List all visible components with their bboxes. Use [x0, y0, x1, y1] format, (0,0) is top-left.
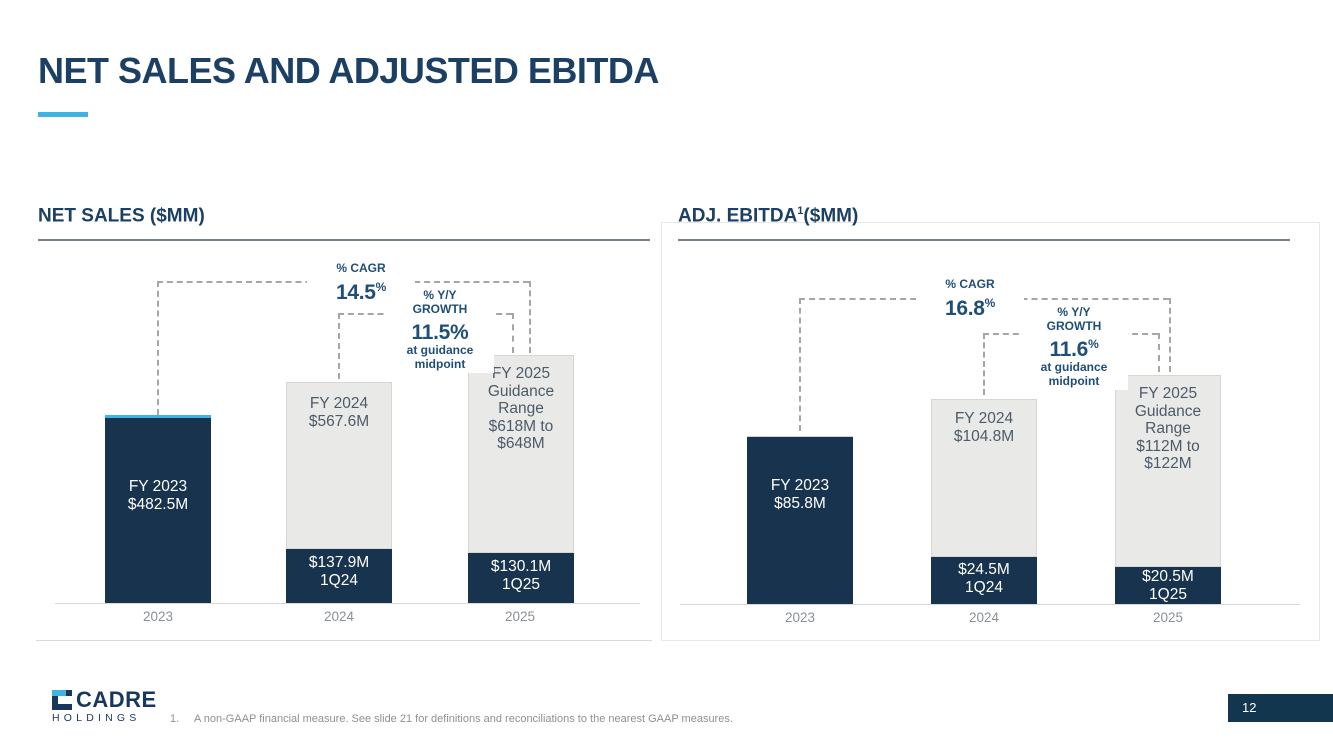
ebitda-yy-number: 11.6: [1049, 338, 1089, 361]
bar-label: 1Q24: [320, 571, 358, 589]
page-number: 12: [1242, 700, 1257, 715]
ebitda-yy-note-2: midpoint: [1048, 373, 1100, 388]
bar-value: $122M: [1144, 455, 1192, 472]
ebitda-yy-note-1: at guidance: [1040, 360, 1108, 374]
net-sales-yy-bracket-right-line: [512, 313, 514, 353]
adj-ebitda-title-unit: ($MM): [803, 205, 859, 227]
net-sales-x-label-2024: 2024: [323, 609, 355, 624]
net-sales-x-label-2025: 2025: [504, 609, 536, 624]
cadre-logo-text: CADRE: [76, 687, 157, 712]
adj-ebitda-panel: [661, 222, 1320, 641]
net-sales-title-unit: ($MM): [144, 205, 205, 227]
bar-label: Range: [1145, 420, 1191, 437]
page-number-box: 12: [1228, 694, 1333, 722]
ebitda-bar-2024-q1: $24.5M 1Q24: [931, 557, 1037, 604]
ebitda-cagr-annotation: % CAGR 16.8%: [916, 276, 1024, 322]
ebitda-cagr-value: 16.8%: [920, 292, 1020, 320]
net-sales-cagr-percent-sign: %: [375, 279, 387, 294]
net-sales-cagr-label: % CAGR: [336, 261, 386, 275]
ebitda-yy-label-1: % Y/Y: [1057, 305, 1091, 319]
title-accent-bar: [38, 112, 88, 117]
net-sales-bar-2025-q1: $130.1M 1Q25: [468, 553, 574, 603]
bar-value: $104.8M: [953, 427, 1015, 445]
net-sales-bar-2023: FY 2023 $482.5M: [105, 415, 211, 603]
ebitda-bar-2025-fy: FY 2025 Guidance Range $112M to $122M: [1115, 375, 1221, 567]
net-sales-yy-note-1: at guidance: [406, 343, 474, 357]
bar-label: Guidance: [487, 382, 555, 400]
net-sales-yy-bracket-left-line: [338, 313, 340, 379]
ebitda-cagr-label: % CAGR: [945, 277, 995, 291]
ebitda-bar-2024-fy: FY 2024 $104.8M: [931, 399, 1037, 557]
cadre-logo-icon: [52, 690, 72, 710]
bar-label: FY 2023: [128, 478, 188, 495]
bar-label: Range: [498, 400, 544, 417]
bar-value: $482.5M: [127, 495, 189, 513]
bar-value: $137.9M: [308, 554, 370, 571]
bar-label: 1Q25: [1149, 585, 1187, 603]
net-sales-panel: [36, 222, 652, 641]
ebitda-x-label-2025: 2025: [1152, 610, 1184, 625]
cadre-logo-subtext: HOLDINGS: [52, 712, 141, 724]
ebitda-yy-label-2: GROWTH: [1046, 318, 1102, 333]
net-sales-bar-2024-q1: $137.9M 1Q24: [286, 549, 392, 603]
ebitda-bar-2023: FY 2023 $85.8M: [747, 436, 853, 604]
adj-ebitda-title-text: ADJ. EBITDA: [678, 205, 798, 227]
bar-value: $20.5M: [1142, 568, 1194, 585]
net-sales-cagr-number: 14.5: [335, 280, 376, 304]
net-sales-bar-2024-fy: FY 2024 $567.6M: [286, 382, 392, 549]
net-sales-chart-title: NET SALES ($MM): [38, 205, 205, 227]
bar-label: 1Q25: [502, 575, 540, 593]
bar-label: FY 2024: [954, 410, 1014, 427]
bar-value: $567.6M: [308, 412, 370, 430]
net-sales-yy-annotation: % Y/Y GROWTH 11.5% at guidance midpoint: [386, 287, 494, 373]
net-sales-x-label-2023: 2023: [142, 609, 174, 624]
bar-label: Guidance: [1134, 402, 1202, 420]
net-sales-yy-value: 11.5%: [390, 316, 490, 344]
net-sales-cagr-bracket-right-line: [529, 281, 531, 353]
ebitda-yy-bracket-right-line: [1158, 333, 1160, 372]
bar-label: 1Q24: [965, 578, 1003, 596]
bar-value: $618M to: [488, 417, 554, 435]
adj-ebitda-chart-title: ADJ. EBITDA1($MM): [678, 205, 858, 227]
ebitda-cagr-bracket-left-line: [799, 298, 801, 431]
bar-value: $130.1M: [490, 558, 552, 575]
ebitda-yy-percent-sign: %: [1088, 337, 1099, 351]
ebitda-yy-annotation: % Y/Y GROWTH 11.6% at guidance midpoint: [1020, 304, 1128, 390]
ebitda-x-axis: [680, 604, 1300, 605]
net-sales-title-text: NET SALES: [38, 205, 145, 227]
bar-label: FY 2023: [770, 477, 830, 494]
ebitda-cagr-number: 16.8: [944, 296, 985, 320]
ebitda-yy-value: 11.6%: [1024, 333, 1124, 361]
net-sales-title-underline: [38, 239, 650, 241]
ebitda-cagr-percent-sign: %: [984, 295, 996, 310]
ebitda-x-label-2024: 2024: [968, 610, 1000, 625]
net-sales-x-axis: [55, 603, 640, 604]
bar-label: FY 2025: [491, 365, 551, 382]
ebitda-cagr-bracket-right-line: [1169, 298, 1171, 372]
ebitda-yy-bracket-left-line: [983, 333, 985, 395]
ebitda-bar-2025-q1: $20.5M 1Q25: [1115, 567, 1221, 604]
net-sales-yy-label-1: % Y/Y: [423, 288, 457, 302]
bar-value: $85.8M: [774, 494, 826, 512]
net-sales-yy-note-2: midpoint: [414, 356, 466, 371]
net-sales-cagr-value: 14.5%: [311, 276, 411, 304]
bar-value: $112M to: [1136, 437, 1200, 455]
net-sales-yy-number: 11.5%: [411, 321, 469, 344]
adj-ebitda-title-underline: [678, 239, 1290, 241]
adj-ebitda-title-sup: 1: [797, 205, 804, 217]
bar-value: $24.5M: [958, 561, 1010, 578]
bar-label: FY 2025: [1138, 385, 1198, 402]
bar-label: FY 2024: [309, 395, 369, 412]
net-sales-yy-label-2: GROWTH: [412, 301, 468, 316]
net-sales-cagr-bracket-left-line: [157, 281, 159, 415]
bar-value: $648M: [497, 435, 545, 452]
footnote-text: A non-GAAP financial measure. See slide …: [194, 713, 733, 725]
page-title: NET SALES AND ADJUSTED EBITDA: [38, 50, 659, 91]
ebitda-x-label-2023: 2023: [784, 610, 816, 625]
footnote-marker: 1.: [170, 713, 180, 725]
net-sales-bar-2025-fy: FY 2025 Guidance Range $618M to $648M: [468, 355, 574, 553]
